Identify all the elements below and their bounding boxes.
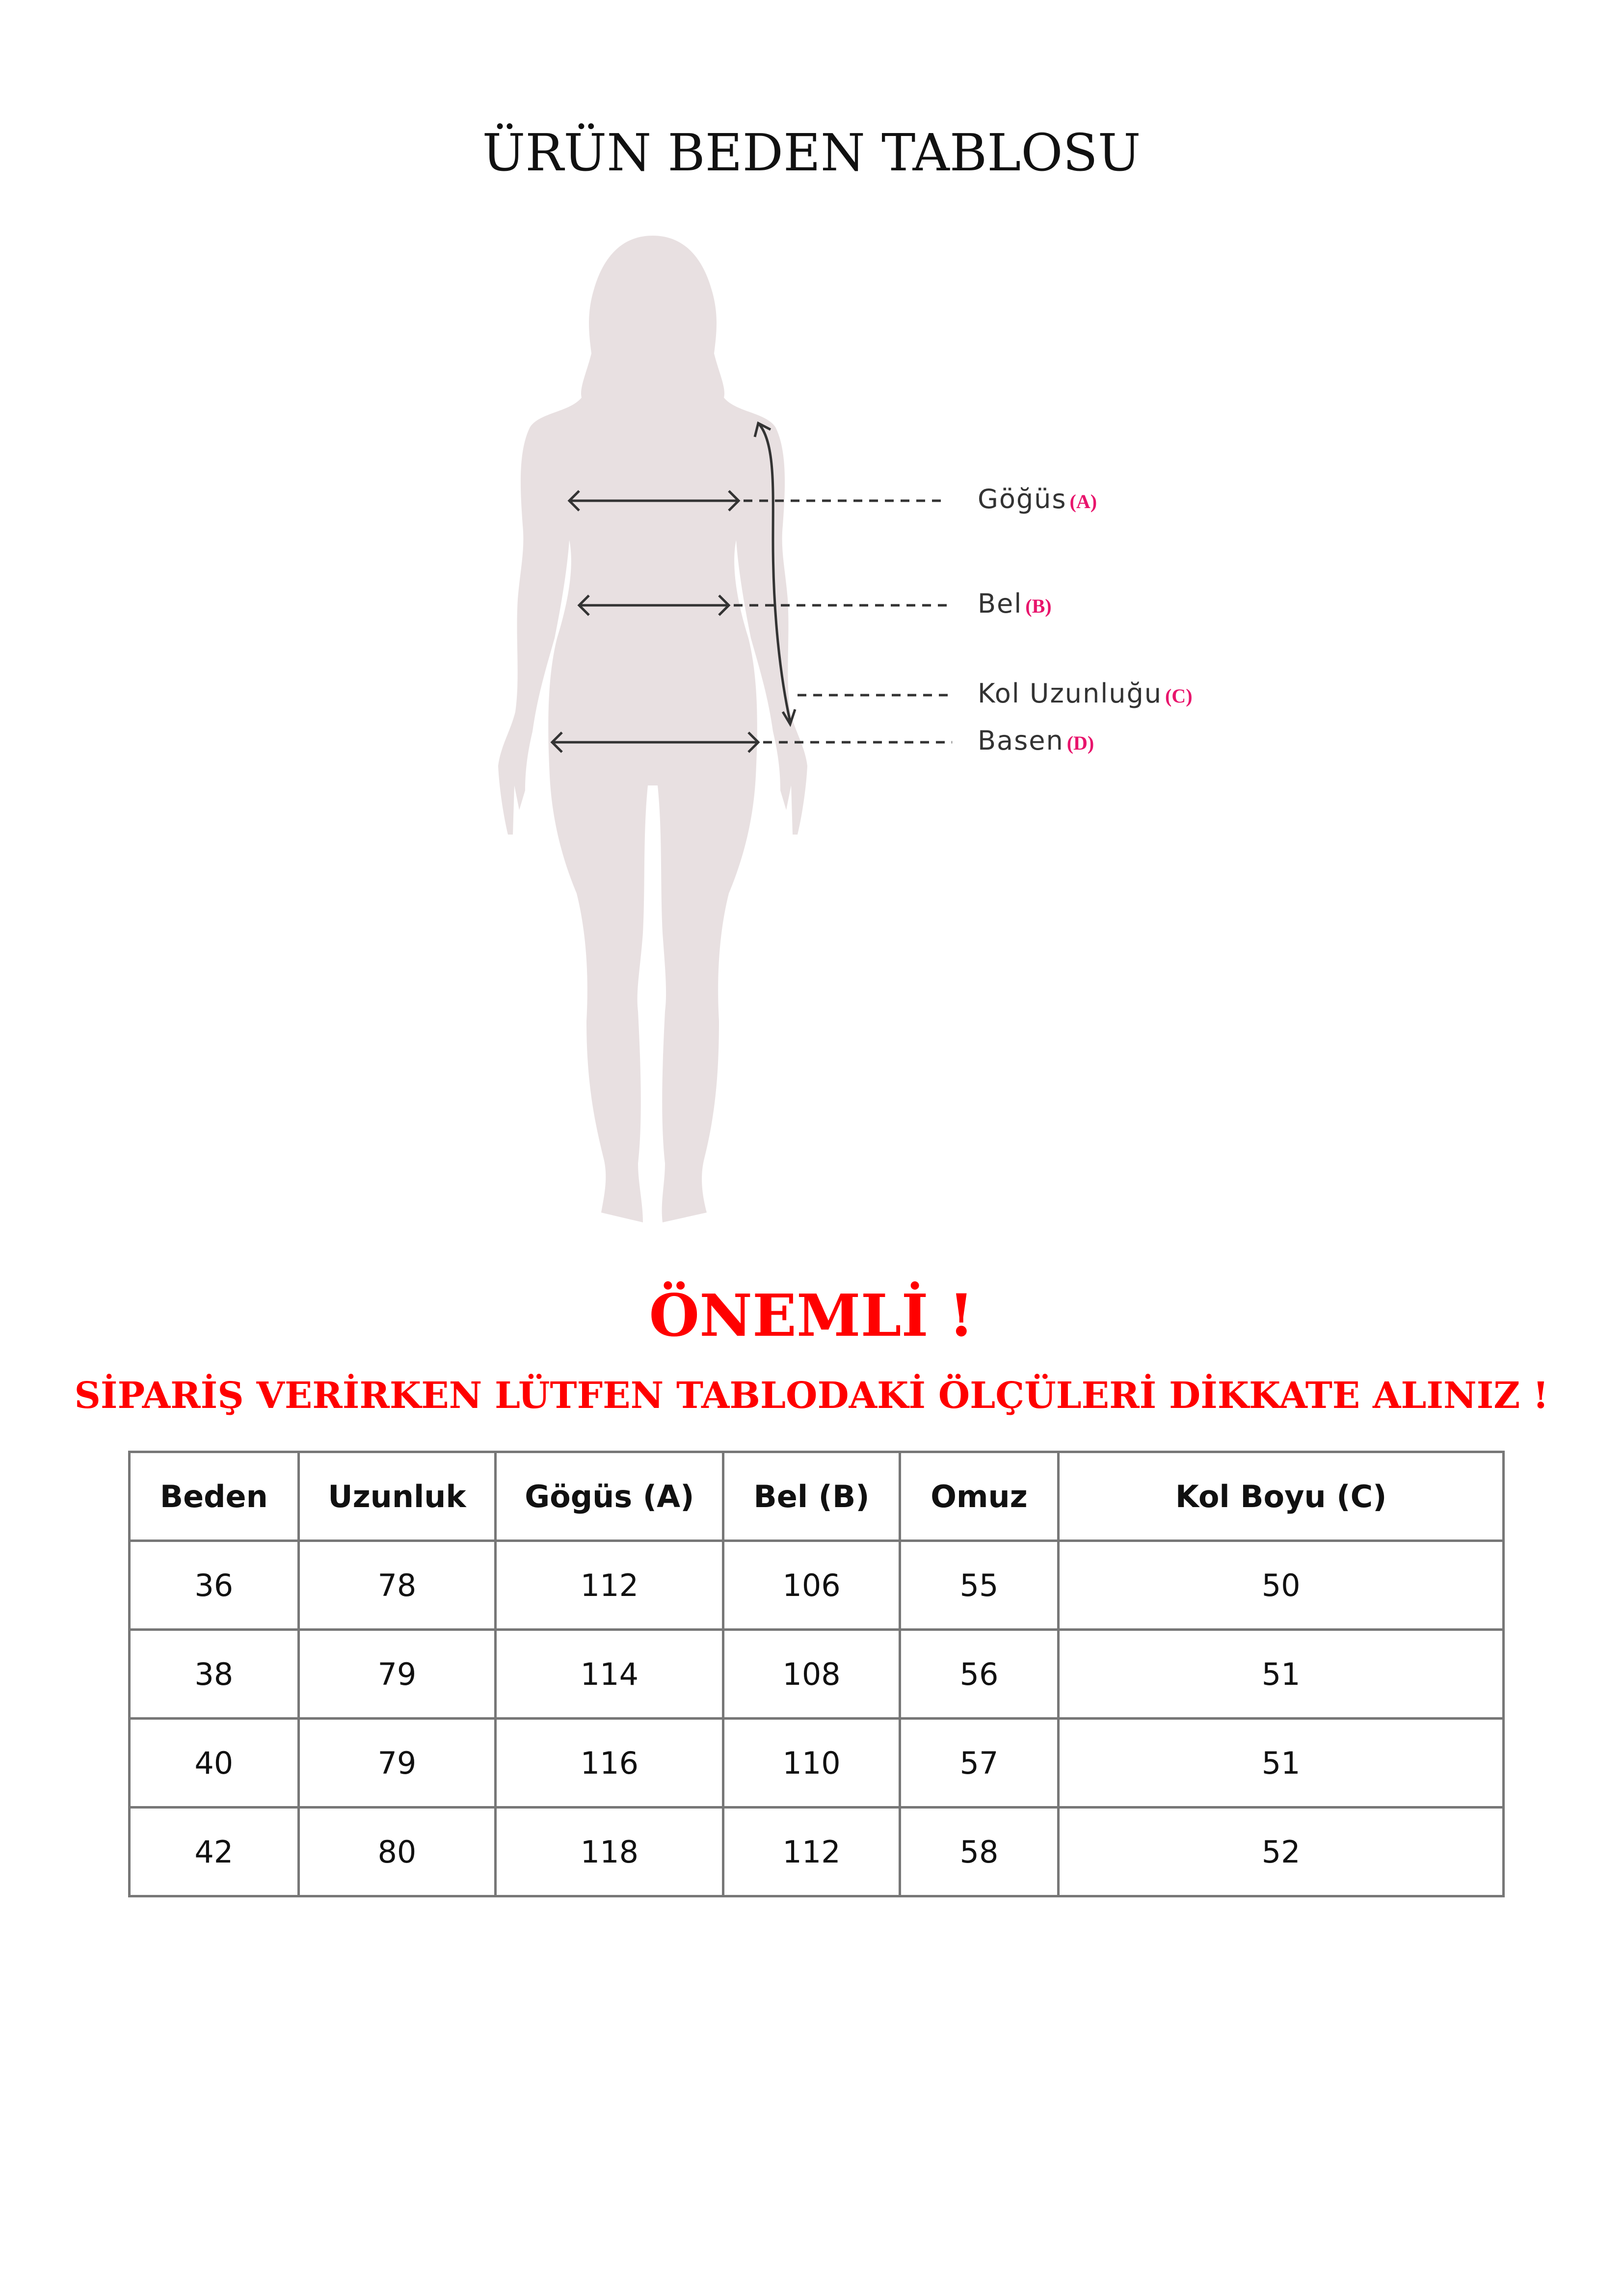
table-cell: 50: [1057, 1540, 1505, 1631]
table-cell: 36: [128, 1540, 300, 1631]
table-cell: 56: [898, 1628, 1060, 1720]
column-header: Kol Boyu (C): [1057, 1451, 1505, 1542]
table-header-row: Beden Uzunluk Gögüs (A) Bel (B) Omuz Kol Boyu…: [128, 1451, 1505, 1542]
table-row: 40 79 116 110 57 51: [128, 1717, 1505, 1809]
label-code: (B): [1025, 595, 1052, 617]
label-code: (D): [1066, 732, 1094, 754]
measurement-label-chest: Göğüs (A): [978, 484, 1097, 514]
label-text: Göğüs: [978, 484, 1067, 514]
table-cell: 79: [297, 1628, 497, 1720]
table-cell: 78: [297, 1540, 497, 1631]
column-header: Uzunluk: [297, 1451, 497, 1542]
column-header: Bel (B): [722, 1451, 901, 1542]
table-cell: 116: [494, 1717, 725, 1809]
table-cell: 51: [1057, 1717, 1505, 1809]
page-title: ÜRÜN BEDEN TABLOSU: [482, 123, 1141, 183]
table-cell: 40: [128, 1717, 300, 1809]
table-cell: 112: [722, 1806, 901, 1897]
table-cell: 58: [898, 1806, 1060, 1897]
measurement-label-hip: Basen (D): [978, 725, 1094, 756]
label-text: Bel: [978, 588, 1023, 619]
dashed-leader-lines: [734, 499, 952, 744]
table-cell: 55: [898, 1540, 1060, 1631]
table-row: 36 78 112 106 55 50: [128, 1540, 1505, 1631]
table-cell: 51: [1057, 1628, 1505, 1720]
label-text: Basen: [978, 725, 1064, 756]
table-cell: 80: [297, 1806, 497, 1897]
table-cell: 38: [128, 1628, 300, 1720]
table-cell: 114: [494, 1628, 725, 1720]
size-table: Beden Uzunluk Gögüs (A) Bel (B) Omuz Kol Boyu…: [128, 1451, 1505, 1897]
table-cell: 57: [898, 1717, 1060, 1809]
measurement-label-sleeve: Kol Uzunluğu (C): [978, 678, 1193, 709]
table-cell: 112: [494, 1540, 725, 1631]
table-cell: 42: [128, 1806, 300, 1897]
table-cell: 110: [722, 1717, 901, 1809]
column-header: Gögüs (A): [494, 1451, 725, 1542]
body-measurement-figure: [498, 236, 952, 1222]
column-header: Omuz: [898, 1451, 1060, 1542]
table-cell: 106: [722, 1540, 901, 1631]
label-code: (A): [1069, 490, 1097, 513]
table-cell: 79: [297, 1717, 497, 1809]
measurement-arrows: [550, 421, 797, 753]
table-cell: 52: [1057, 1806, 1505, 1897]
table-row: 38 79 114 108 56 51: [128, 1628, 1505, 1720]
important-heading: ÖNEMLİ !: [649, 1281, 974, 1350]
measurement-label-waist: Bel (B): [978, 588, 1052, 619]
woman-silhouette: [498, 236, 807, 1222]
table-cell: 108: [722, 1628, 901, 1720]
label-text: Kol Uzunluğu: [978, 678, 1162, 709]
order-warning: SİPARİŞ VERİRKEN LÜTFEN TABLODAKİ ÖLÇÜLE…: [74, 1375, 1549, 1417]
column-header: Beden: [128, 1451, 300, 1542]
table-cell: 118: [494, 1806, 725, 1897]
label-code: (C): [1165, 685, 1193, 707]
table-row: 42 80 118 112 58 52: [128, 1806, 1505, 1897]
